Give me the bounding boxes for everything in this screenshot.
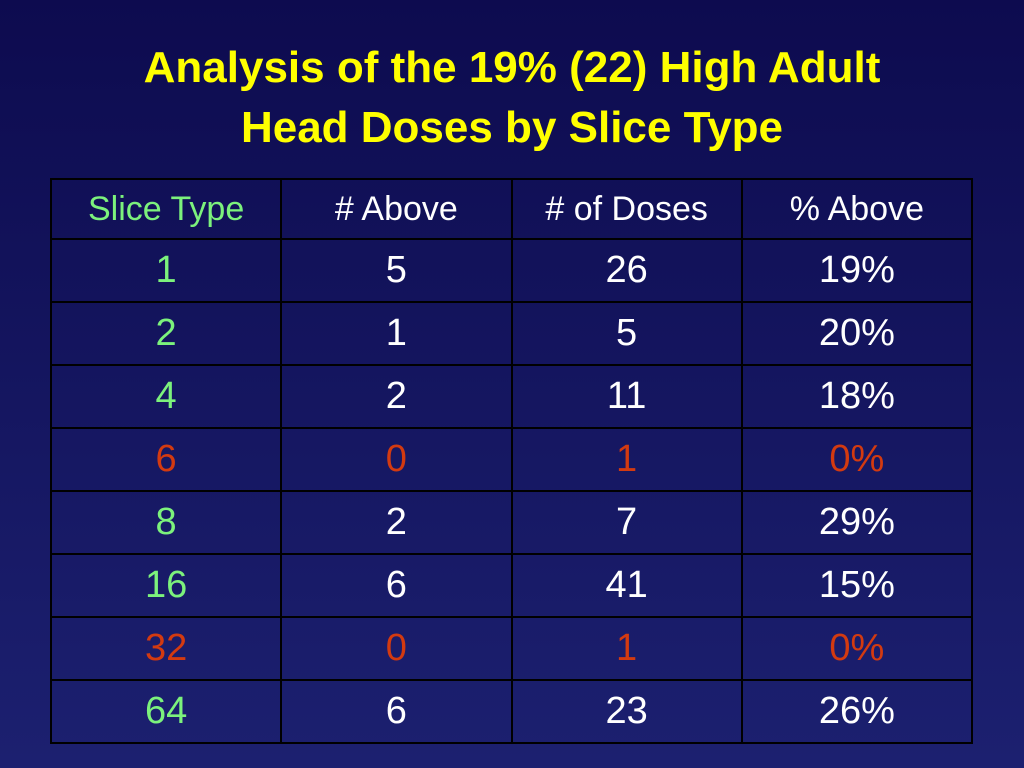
pct-above-cell: 0% — [740, 616, 974, 681]
slice-type-cell: 6 — [49, 427, 283, 492]
above-cell: 5 — [280, 238, 513, 303]
above-cell: 1 — [280, 301, 513, 366]
slice-type-cell: 16 — [49, 553, 283, 618]
table-row: 32 0 1 0% — [49, 616, 974, 681]
title-line-2: Head Doses by Slice Type — [240, 103, 784, 152]
doses-cell: 11 — [510, 364, 743, 429]
slice-type-cell: 2 — [49, 301, 283, 366]
above-cell: 2 — [280, 364, 513, 429]
pct-above-cell: 20% — [740, 301, 974, 366]
doses-cell: 26 — [510, 238, 743, 303]
doses-cell: 1 — [510, 427, 743, 492]
slide-title: Analysis of the 19% (22) High Adult Head… — [0, 38, 1024, 158]
header-above: # Above — [280, 178, 513, 240]
slice-type-cell: 4 — [49, 364, 283, 429]
pct-above-cell: 18% — [740, 364, 974, 429]
doses-cell: 7 — [510, 490, 743, 555]
above-cell: 2 — [280, 490, 513, 555]
doses-cell: 1 — [510, 616, 743, 681]
header-row: Slice Type # Above # of Doses % Above — [49, 178, 974, 240]
slice-type-table: Slice Type # Above # of Doses % Above 1 … — [49, 178, 974, 744]
header-doses: # of Doses — [510, 178, 743, 240]
pct-above-cell: 19% — [740, 238, 974, 303]
pct-above-cell: 26% — [740, 679, 974, 744]
slice-type-cell: 32 — [49, 616, 283, 681]
header-pct-above: % Above — [740, 178, 974, 240]
slice-type-cell: 8 — [49, 490, 283, 555]
pct-above-cell: 15% — [740, 553, 974, 618]
table-row: 1 5 26 19% — [49, 238, 974, 303]
table-row: 6 0 1 0% — [49, 427, 974, 492]
table-row: 64 6 23 26% — [49, 679, 974, 744]
doses-cell: 41 — [510, 553, 743, 618]
doses-cell: 5 — [510, 301, 743, 366]
table-row: 4 2 11 18% — [49, 364, 974, 429]
table-row: 16 6 41 15% — [49, 553, 974, 618]
pct-above-cell: 29% — [740, 490, 974, 555]
slice-type-cell: 64 — [49, 679, 283, 744]
above-cell: 0 — [280, 616, 513, 681]
above-cell: 6 — [280, 679, 513, 744]
header-slice-type: Slice Type — [49, 178, 283, 240]
pct-above-cell: 0% — [740, 427, 974, 492]
title-line-1: Analysis of the 19% (22) High Adult — [143, 43, 881, 92]
doses-cell: 23 — [510, 679, 743, 744]
slice-type-cell: 1 — [49, 238, 283, 303]
above-cell: 0 — [280, 427, 513, 492]
above-cell: 6 — [280, 553, 513, 618]
table-row: 8 2 7 29% — [49, 490, 974, 555]
table-row: 2 1 5 20% — [49, 301, 974, 366]
